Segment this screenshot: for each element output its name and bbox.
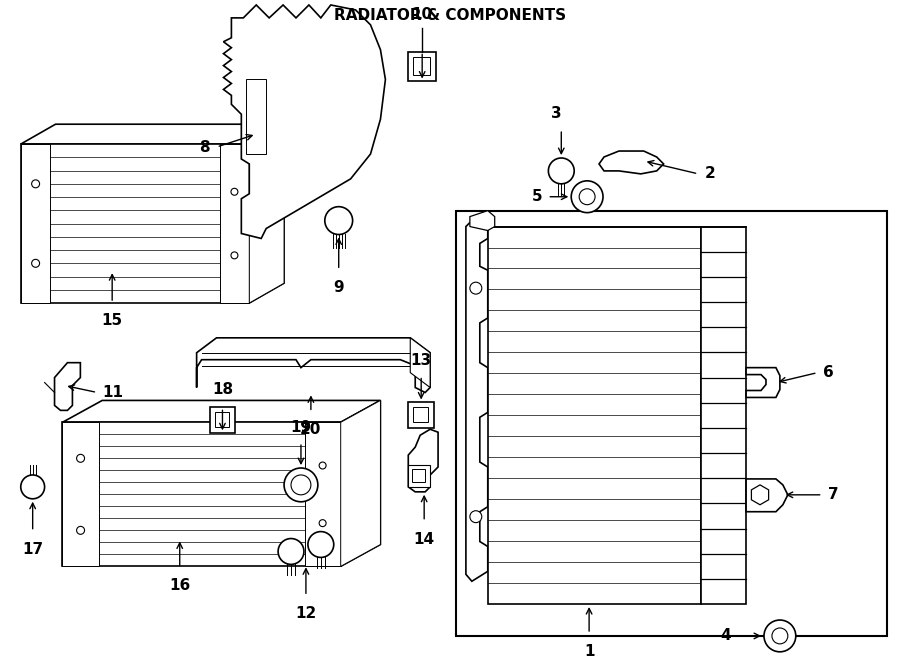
- Polygon shape: [220, 144, 249, 303]
- Bar: [413, 407, 428, 422]
- Polygon shape: [752, 485, 769, 504]
- Text: 3: 3: [551, 106, 562, 121]
- Text: 4: 4: [721, 628, 731, 643]
- Bar: [409, 402, 434, 428]
- Text: 20: 20: [301, 422, 321, 438]
- Text: 14: 14: [414, 532, 435, 547]
- Bar: [214, 412, 230, 427]
- Text: 18: 18: [212, 383, 233, 397]
- Polygon shape: [409, 429, 438, 492]
- Polygon shape: [249, 124, 284, 303]
- Polygon shape: [21, 124, 284, 144]
- Polygon shape: [21, 144, 249, 303]
- Bar: [210, 407, 236, 433]
- Polygon shape: [410, 338, 430, 387]
- Text: 2: 2: [705, 166, 716, 181]
- Text: 15: 15: [102, 313, 122, 328]
- Bar: [412, 469, 425, 482]
- Text: 6: 6: [823, 365, 833, 380]
- Bar: [409, 465, 430, 487]
- Bar: [413, 57, 430, 75]
- Circle shape: [32, 180, 40, 188]
- Circle shape: [231, 188, 238, 195]
- Polygon shape: [466, 220, 488, 581]
- Circle shape: [32, 260, 40, 267]
- Circle shape: [278, 539, 304, 565]
- Circle shape: [284, 468, 318, 502]
- Polygon shape: [223, 5, 385, 238]
- Polygon shape: [470, 211, 495, 230]
- Text: 17: 17: [22, 542, 43, 557]
- Circle shape: [580, 189, 595, 205]
- Polygon shape: [55, 363, 80, 410]
- Text: 7: 7: [828, 487, 838, 502]
- Circle shape: [572, 181, 603, 213]
- Polygon shape: [62, 422, 341, 567]
- Circle shape: [548, 158, 574, 184]
- Polygon shape: [599, 151, 663, 174]
- Circle shape: [76, 526, 85, 534]
- Text: 19: 19: [291, 420, 311, 435]
- Polygon shape: [249, 124, 284, 303]
- Circle shape: [308, 532, 334, 557]
- Circle shape: [772, 628, 788, 644]
- Polygon shape: [62, 401, 381, 422]
- Circle shape: [470, 510, 482, 522]
- Polygon shape: [21, 144, 50, 303]
- Text: 13: 13: [410, 353, 432, 367]
- Circle shape: [325, 207, 353, 234]
- Circle shape: [470, 282, 482, 294]
- Polygon shape: [196, 338, 430, 393]
- Polygon shape: [304, 422, 341, 567]
- Polygon shape: [341, 401, 381, 567]
- Text: 16: 16: [169, 579, 191, 593]
- Polygon shape: [341, 401, 381, 567]
- Circle shape: [76, 454, 85, 462]
- Text: 10: 10: [411, 7, 433, 22]
- Polygon shape: [746, 479, 788, 512]
- Polygon shape: [62, 422, 99, 567]
- Bar: [409, 52, 436, 81]
- Circle shape: [764, 620, 796, 652]
- Circle shape: [320, 462, 326, 469]
- Circle shape: [231, 252, 238, 259]
- Polygon shape: [247, 79, 266, 154]
- Text: 5: 5: [532, 189, 543, 205]
- Circle shape: [320, 520, 326, 527]
- Bar: [488, 226, 701, 604]
- Polygon shape: [746, 367, 780, 397]
- Text: 9: 9: [333, 280, 344, 295]
- Circle shape: [291, 475, 310, 495]
- Text: 11: 11: [103, 385, 123, 400]
- Text: RADIATOR & COMPONENTS: RADIATOR & COMPONENTS: [334, 8, 566, 23]
- Circle shape: [21, 475, 45, 498]
- Bar: [456, 211, 887, 636]
- Text: 12: 12: [295, 606, 317, 621]
- Bar: [701, 226, 746, 604]
- Text: 8: 8: [199, 140, 210, 154]
- Text: 1: 1: [584, 644, 594, 659]
